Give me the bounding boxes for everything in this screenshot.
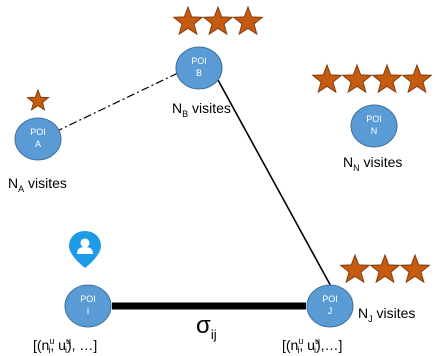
- sigma-main: σ: [196, 312, 211, 339]
- star-icon: [339, 253, 371, 284]
- poi-node-j[interactable]: POI J: [306, 284, 354, 328]
- poi-a-line2: A: [35, 139, 41, 149]
- poi-i-history-label: [(nu i, uu i), …]: [33, 336, 97, 355]
- edge-b-j: [217, 79, 334, 291]
- poi-n-line1: POI: [366, 114, 382, 124]
- stars-poi-j: [339, 253, 431, 284]
- star-icon: [399, 253, 431, 284]
- star-icon: [232, 5, 264, 36]
- star-icon: [401, 63, 433, 94]
- star-icon: [172, 5, 204, 36]
- poi-j-line1: POI: [322, 294, 338, 304]
- stars-poi-b: [172, 5, 264, 36]
- star-icon: [202, 5, 234, 36]
- poi-b-line1: POI: [191, 56, 207, 66]
- poi-i-line2: I: [87, 306, 90, 316]
- poi-j-line2: J: [328, 306, 333, 316]
- poi-b-line2: B: [196, 68, 202, 78]
- poi-node-i[interactable]: POI I: [64, 284, 112, 328]
- star-icon: [371, 63, 403, 94]
- edge-label-sigma: σij: [196, 312, 217, 342]
- poi-n-line2: N: [371, 126, 378, 136]
- stars-poi-n: [311, 63, 433, 94]
- poi-b-visits-label: NB visites: [172, 100, 231, 119]
- poi-j-history-label: [(nu i, uu i),…]: [282, 336, 342, 355]
- poi-node-n[interactable]: POI N: [350, 104, 398, 148]
- user-location-pin-icon: [69, 231, 101, 268]
- star-icon: [341, 63, 373, 94]
- stars-poi-a: [26, 88, 50, 112]
- poi-node-b[interactable]: POI B: [175, 46, 223, 90]
- poi-n-visits-label: NN visites: [343, 154, 402, 173]
- sigma-sub: ij: [211, 327, 217, 342]
- star-icon: [369, 253, 401, 284]
- poi-a-visits-label: NA visites: [8, 175, 67, 194]
- star-icon: [26, 88, 50, 112]
- poi-i-line1: POI: [80, 294, 96, 304]
- star-icon: [311, 63, 343, 94]
- edge-a-b: [54, 71, 181, 133]
- poi-a-line1: POI: [30, 127, 46, 137]
- poi-j-visits-label: NJ visites: [358, 305, 415, 324]
- poi-node-a[interactable]: POI A: [14, 117, 62, 161]
